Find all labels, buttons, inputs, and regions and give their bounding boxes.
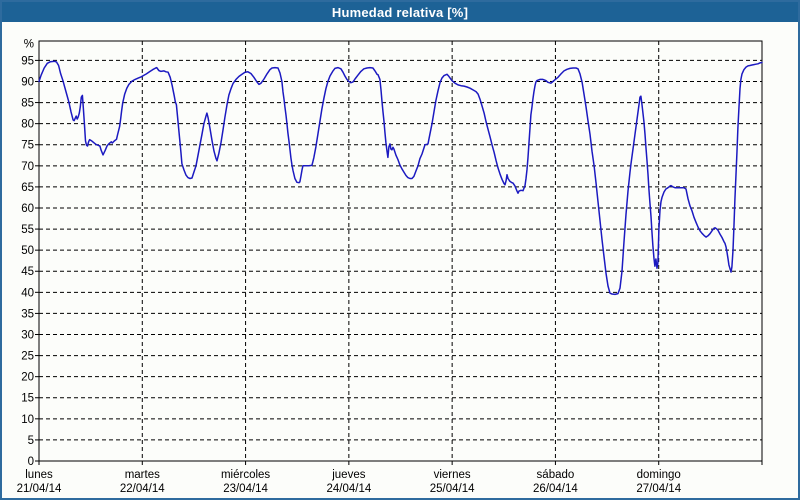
y-tick-label: 30: [21, 329, 34, 341]
y-tick-label: 55: [21, 224, 34, 236]
y-tick-label: 45: [21, 266, 34, 278]
y-tick-label: 50: [21, 245, 34, 257]
x-tick-day-label: viernes: [434, 469, 471, 481]
chart-title: Humedad relativa [%]: [331, 4, 469, 20]
x-tick-date-label: 26/04/14: [533, 483, 578, 495]
y-tick-label: 85: [21, 98, 34, 110]
y-tick-label: 70: [21, 161, 34, 173]
y-tick-label: 35: [21, 308, 34, 320]
x-tick-day-label: miércoles: [221, 469, 270, 481]
plot-border: [38, 40, 763, 462]
y-tick-label: 0: [28, 456, 34, 468]
y-tick-label: 20: [21, 372, 34, 384]
y-axis-unit-label: %: [24, 38, 34, 50]
x-tick-day-label: jueves: [331, 469, 365, 481]
x-tick-date-label: 27/04/14: [636, 483, 681, 495]
x-tick-date-label: 25/04/14: [430, 483, 475, 495]
y-tick-label: 75: [21, 140, 34, 152]
y-tick-label: 15: [21, 393, 34, 405]
x-tick-day-label: domingo: [637, 469, 681, 481]
x-tick-date-label: 23/04/14: [223, 483, 268, 495]
y-tick-label: 60: [21, 203, 34, 215]
x-tick-date-label: 21/04/14: [17, 483, 62, 495]
y-tick-label: 65: [21, 182, 34, 194]
y-tick-label: 25: [21, 351, 34, 363]
x-tick-day-label: martes: [125, 469, 160, 481]
y-tick-label: 80: [21, 119, 34, 131]
y-tick-label: 10: [21, 414, 34, 426]
humidity-line-chart: 0 5 10 15 20 25 30 35 40 45 50 55 60 65 70 75 80 85 90 95% l…: [17, 38, 763, 495]
x-tick-day-label: sábado: [537, 469, 575, 481]
y-tick-label: 90: [21, 76, 34, 88]
x-tick-day-label: lunes: [25, 469, 53, 481]
y-tick-label: 5: [28, 435, 34, 447]
chart-title-bar: Humedad relativa [%]: [2, 2, 798, 22]
y-tick-label: 95: [21, 55, 34, 67]
x-tick-date-label: 24/04/14: [326, 483, 371, 495]
x-tick-date-label: 22/04/14: [120, 483, 165, 495]
humidity-series-line: [38, 60, 763, 296]
y-tick-label: 40: [21, 287, 34, 299]
